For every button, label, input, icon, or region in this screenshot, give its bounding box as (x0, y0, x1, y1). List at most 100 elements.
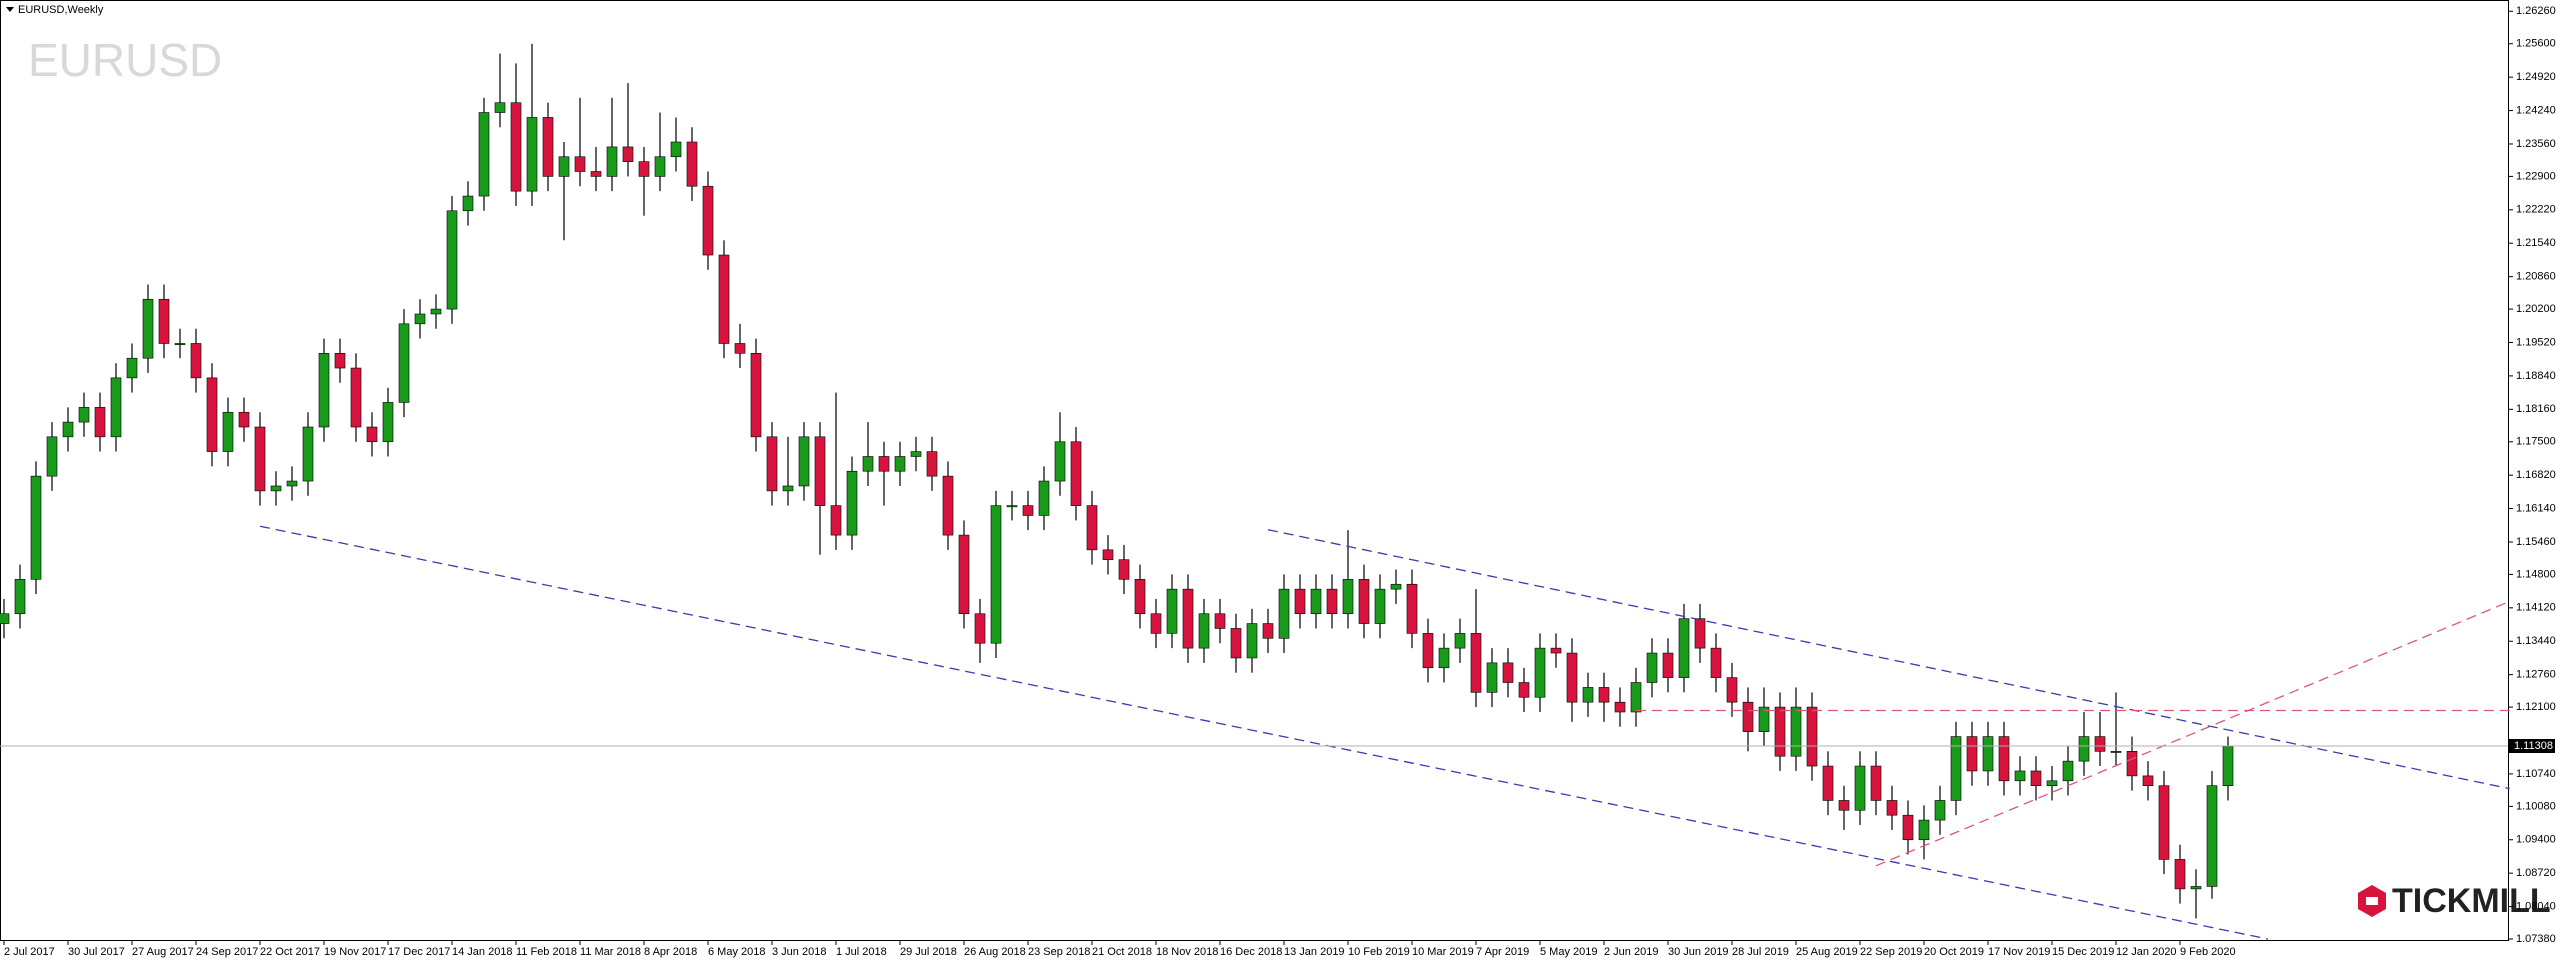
candle-body (510, 102, 522, 192)
candle-body (2062, 760, 2074, 782)
watermark-title: EURUSD (28, 34, 222, 86)
candle-body (1326, 588, 1338, 615)
chart-subtitle: EURUSD,Weekly (18, 4, 104, 16)
candle-body (1054, 441, 1066, 482)
candle-body (782, 485, 794, 492)
candle-body (654, 156, 666, 177)
candle-body (670, 141, 682, 158)
candle-body (590, 171, 602, 177)
y-tick-label: 1.12100 (2516, 701, 2556, 713)
candle-body (1310, 588, 1322, 615)
candle-body (2078, 736, 2090, 762)
candle-body (798, 436, 810, 487)
y-tick-label: 1.20860 (2516, 271, 2556, 283)
x-tick-label: 17 Nov 2019 (1988, 946, 2050, 958)
candle-body (990, 505, 1002, 644)
candle-body (958, 534, 970, 615)
y-tick-label: 1.14120 (2516, 602, 2556, 614)
y-tick-label: 1.23560 (2516, 138, 2556, 150)
candle-body (1678, 618, 1690, 678)
candle-body (414, 313, 426, 325)
candle-body (126, 357, 138, 379)
candle-body (814, 436, 826, 506)
candle-body (1726, 677, 1738, 703)
candle-body (1438, 647, 1450, 669)
y-tick-label: 1.22220 (2516, 204, 2556, 216)
candle-body (862, 456, 874, 472)
candle-body (302, 426, 314, 482)
y-tick-label: 1.10080 (2516, 800, 2556, 812)
candle-body (0, 613, 10, 624)
candle-body (1662, 652, 1674, 678)
candle-body (1630, 682, 1642, 713)
y-tick-label: 1.21540 (2516, 237, 2556, 249)
x-tick-label: 21 Oct 2018 (1092, 946, 1152, 958)
candle-body (190, 343, 202, 379)
y-tick-label: 1.08720 (2516, 867, 2556, 879)
x-tick-label: 15 Dec 2019 (2052, 946, 2114, 958)
candle-body (1902, 814, 1914, 841)
x-tick-label: 11 Feb 2018 (516, 946, 577, 958)
y-tick-label: 1.16140 (2516, 502, 2556, 514)
candle-body (110, 377, 122, 438)
trend-line (1267, 529, 2510, 790)
candle-body (2126, 751, 2138, 777)
x-tick-label: 20 Oct 2019 (1924, 946, 1984, 958)
x-tick-label: 24 Sep 2017 (196, 946, 258, 958)
candle-body (718, 254, 730, 344)
candle-body (62, 421, 74, 438)
candle-body (1758, 706, 1770, 732)
candle-body (702, 185, 714, 256)
candle-body (334, 352, 346, 369)
candle-body (478, 112, 490, 197)
y-tick-label: 1.09400 (2516, 834, 2556, 846)
y-tick-label: 1.08040 (2516, 900, 2556, 912)
candle-body (1742, 701, 1754, 732)
candle-body (1518, 682, 1530, 698)
x-tick-label: 2 Jun 2019 (1604, 946, 1658, 958)
y-tick-label: 1.25600 (2516, 38, 2556, 50)
y-tick-label: 1.07380 (2516, 933, 2556, 945)
candle-body (1358, 579, 1370, 624)
candle-body (1070, 441, 1082, 506)
candle-body (526, 117, 538, 192)
candle-body (1582, 687, 1594, 703)
x-tick-label: 26 Aug 2018 (964, 946, 1026, 958)
candle-body (686, 141, 698, 187)
candle-body (2014, 770, 2026, 782)
y-tick-label: 1.24240 (2516, 104, 2556, 116)
candle-body (142, 298, 154, 359)
candle-body (1694, 618, 1706, 649)
candle-body (1598, 687, 1610, 703)
y-tick-label: 1.10740 (2516, 768, 2556, 780)
x-tick-label: 18 Nov 2018 (1156, 946, 1218, 958)
x-tick-label: 22 Oct 2017 (260, 946, 320, 958)
candle-body (1534, 647, 1546, 698)
candle-body (1934, 800, 1946, 821)
candle-body (46, 436, 58, 477)
candle-body (942, 475, 954, 536)
candle-body (1854, 765, 1866, 811)
candle-body (222, 411, 234, 452)
x-tick-label: 22 Sep 2019 (1860, 946, 1922, 958)
logo-icon-inner (2366, 897, 2378, 905)
x-tick-label: 10 Mar 2019 (1412, 946, 1474, 958)
x-tick-label: 19 Nov 2017 (324, 946, 386, 958)
x-tick-label: 2 Jul 2017 (4, 946, 55, 958)
candle-body (2174, 859, 2186, 890)
candle-body (1422, 633, 1434, 669)
x-tick-label: 27 Aug 2017 (132, 946, 194, 958)
candle-body (2030, 770, 2042, 787)
menu-triangle[interactable] (6, 7, 14, 12)
candle-body (446, 210, 458, 310)
candle-body (1918, 819, 1930, 841)
candle-body (1374, 588, 1386, 624)
candle-body (14, 579, 26, 615)
candle-body (1614, 701, 1626, 713)
candle-body (542, 117, 554, 177)
candle-body (1982, 736, 1994, 772)
candle-body (910, 451, 922, 457)
candle-body (1774, 706, 1786, 757)
x-tick-label: 10 Feb 2019 (1348, 946, 1410, 958)
